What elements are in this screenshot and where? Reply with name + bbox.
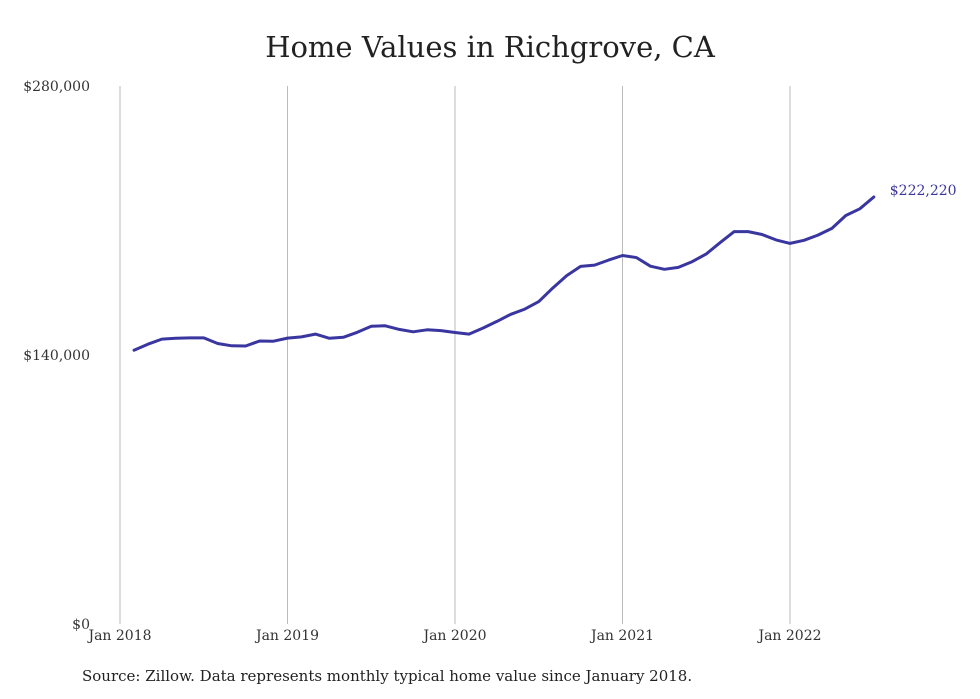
source-note: Source: Zillow. Data represents monthly … <box>82 667 693 685</box>
y-tick-label: $140,000 <box>23 348 90 364</box>
x-tick-label: Jan 2021 <box>589 628 654 644</box>
x-tick-label: Jan 2020 <box>421 628 486 644</box>
chart-title: Home Values in Richgrove, CA <box>265 30 715 64</box>
x-tick-label: Jan 2022 <box>756 628 821 644</box>
end-value-label: $222,220 <box>890 183 957 199</box>
y-tick-label: $280,000 <box>23 79 90 95</box>
x-tick-label: Jan 2019 <box>254 628 319 644</box>
gridlines <box>119 86 791 624</box>
end-label-group: $222,220 <box>890 183 957 199</box>
y-axis-ticks: $280,000 $140,000 $0 <box>23 79 90 633</box>
series-line-group <box>132 195 876 352</box>
series-line <box>132 195 876 352</box>
x-axis-ticks: Jan 2018 Jan 2019 Jan 2020 Jan 2021 Jan 2022 <box>86 628 821 644</box>
x-tick-label: Jan 2018 <box>86 628 151 644</box>
y-tick-label: $0 <box>72 617 90 633</box>
